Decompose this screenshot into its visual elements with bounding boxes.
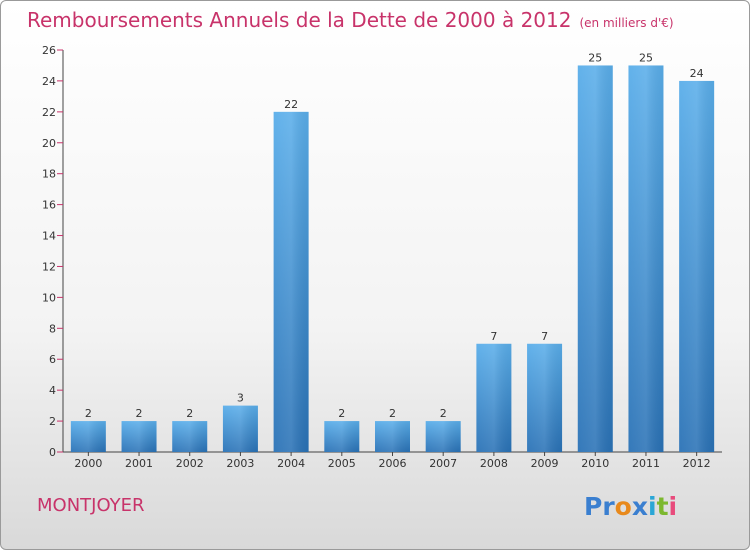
bar-value-label: 3: [237, 392, 244, 405]
bar-shine: [222, 405, 258, 452]
x-tick-label: 2008: [480, 457, 508, 470]
y-tick-label: 20: [42, 137, 56, 150]
y-tick-label: 4: [49, 384, 56, 397]
x-tick-label: 2001: [125, 457, 153, 470]
bar-value-label: 2: [440, 407, 447, 420]
logo-letter: r: [602, 492, 615, 521]
y-tick-label: 8: [49, 322, 56, 335]
x-tick-label: 2003: [226, 457, 254, 470]
bar-shine: [577, 65, 613, 452]
chart-unit-note: (en milliers d'€): [579, 16, 674, 30]
y-tick-label: 2: [49, 415, 56, 428]
x-tick-label: 2010: [581, 457, 609, 470]
bar-value-label: 2: [186, 407, 193, 420]
x-tick-label: 2000: [74, 457, 102, 470]
y-tick-label: 6: [49, 353, 56, 366]
y-tick-label: 22: [42, 106, 56, 119]
y-tick-label: 26: [42, 44, 56, 57]
logo-letter: i: [668, 492, 678, 521]
logo-letter: i: [648, 492, 657, 521]
y-tick-label: 12: [42, 260, 56, 273]
y-tick-label: 10: [42, 291, 56, 304]
chart-title: Remboursements Annuels de la Dette de 20…: [27, 8, 674, 32]
y-tick-label: 14: [42, 230, 56, 243]
bar-value-label: 2: [338, 407, 345, 420]
x-tick-label: 2006: [379, 457, 407, 470]
bar-value-label: 2: [389, 407, 396, 420]
chart-title-main: Remboursements Annuels de la Dette de 20…: [27, 8, 572, 32]
bar-shine: [375, 421, 410, 452]
logo-letter: P: [584, 492, 603, 521]
y-tick-label: 16: [42, 199, 56, 212]
x-tick-label: 2004: [277, 457, 305, 470]
bar-value-label: 2: [136, 407, 143, 420]
bar-shine: [70, 421, 106, 452]
bar-shine: [324, 421, 360, 452]
x-tick-label: 2005: [328, 457, 356, 470]
logo-letter: t: [656, 492, 669, 521]
bar-shine: [121, 421, 157, 452]
bar-value-label: 25: [639, 51, 653, 64]
bar-value-label: 2: [85, 407, 92, 420]
bar-shine: [172, 421, 208, 452]
x-tick-label: 2007: [429, 457, 457, 470]
x-tick-label: 2002: [176, 457, 204, 470]
y-tick-label: 0: [49, 446, 56, 459]
bar-value-label: 7: [490, 330, 497, 343]
place-name: MONTJOYER: [37, 495, 145, 516]
bar-shine: [628, 65, 664, 452]
logo-letter: o: [614, 492, 632, 521]
bar-shine: [425, 421, 461, 452]
bar-value-label: 24: [690, 67, 704, 80]
x-tick-label: 2009: [531, 457, 559, 470]
y-tick-label: 18: [42, 168, 56, 181]
bar-shine: [273, 111, 309, 452]
proxiti-logo: Proxiti: [584, 492, 677, 521]
bar-value-label: 22: [284, 98, 298, 111]
y-tick-label: 24: [42, 75, 56, 88]
logo-letter: x: [631, 492, 648, 521]
bar-value-label: 7: [541, 330, 548, 343]
x-tick-label: 2011: [632, 457, 660, 470]
bar-value-label: 25: [588, 51, 602, 64]
bar-shine: [476, 343, 512, 452]
bar-shine: [679, 80, 715, 452]
bar-shine: [527, 343, 563, 452]
x-tick-label: 2012: [683, 457, 711, 470]
